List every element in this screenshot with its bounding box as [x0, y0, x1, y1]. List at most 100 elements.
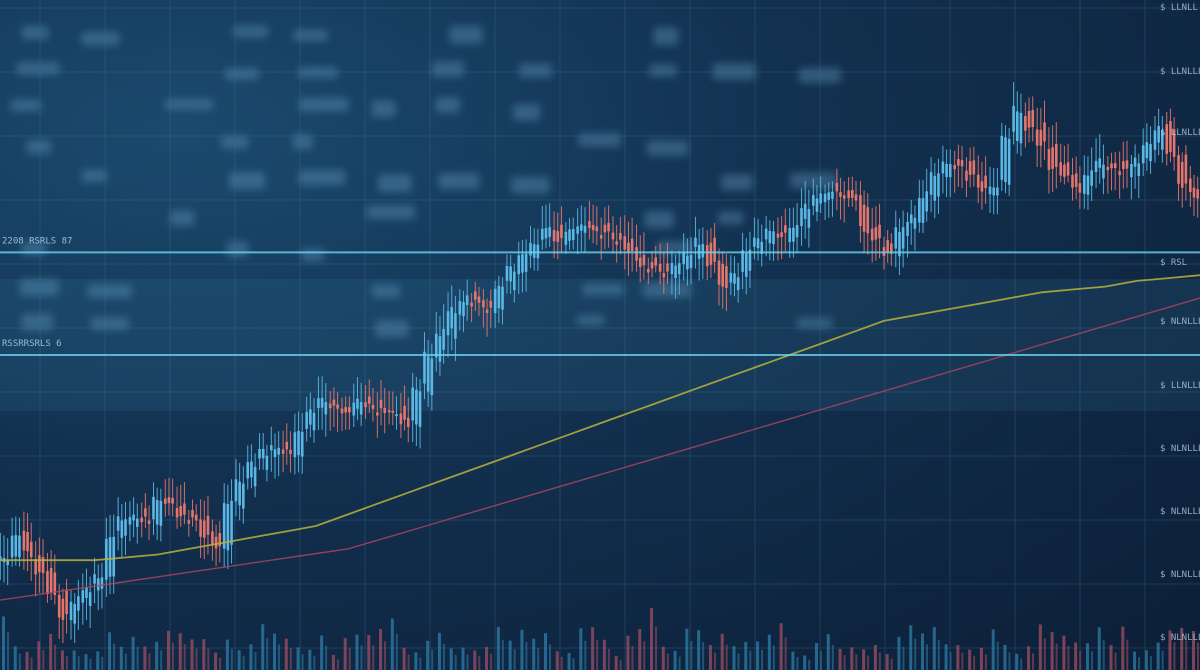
background-blob — [298, 67, 338, 79]
candle-body — [839, 192, 842, 197]
candle-body — [1054, 144, 1058, 167]
candle-body — [1184, 154, 1188, 184]
volume-bar — [419, 657, 422, 670]
candle-body — [332, 399, 336, 406]
candle-body — [81, 590, 85, 603]
candle-body — [206, 515, 210, 535]
candle-body — [505, 266, 509, 281]
volume-bar — [513, 649, 516, 670]
volume-bar — [160, 650, 163, 670]
background-blob — [21, 313, 54, 331]
candle-body — [842, 195, 846, 199]
candle-body — [615, 241, 618, 245]
volume-bar — [555, 651, 559, 670]
candle-body — [540, 228, 544, 240]
volume-bar — [336, 659, 339, 670]
volume-bar — [537, 648, 540, 670]
volume-bar — [266, 637, 269, 670]
candle-body — [183, 503, 186, 515]
price-axis-label: $ RSL — [1160, 258, 1187, 268]
candle-body — [890, 243, 893, 254]
candle-body — [128, 517, 132, 525]
candle-body — [293, 432, 297, 458]
candle-body — [929, 172, 933, 195]
candle-body — [438, 336, 442, 362]
volume-bar — [1074, 642, 1078, 670]
volume-bar — [96, 651, 100, 670]
background-blob — [371, 284, 401, 298]
candle-body — [1074, 173, 1078, 187]
volume-bar — [1192, 630, 1195, 670]
candle-body — [1066, 162, 1070, 176]
background-blob — [582, 283, 624, 296]
volume-bar — [838, 648, 842, 670]
volume-bar — [301, 654, 304, 670]
candle-body — [638, 257, 642, 267]
candle-body — [957, 159, 960, 166]
candle-body — [729, 272, 733, 283]
volume-bar — [360, 645, 363, 670]
volume-bar — [973, 655, 976, 670]
volume-bar — [454, 654, 457, 670]
candle-body — [980, 181, 984, 192]
candle-body — [1110, 163, 1113, 169]
candle-body — [53, 572, 57, 595]
volume-bar — [195, 648, 198, 670]
volume-bar — [1109, 645, 1113, 670]
candle-body — [344, 407, 347, 413]
band-lines: 2208 RSRLS 87 RSSRRSRLS 6 — [0, 236, 1200, 356]
volume-bar — [814, 643, 818, 670]
candle-body — [199, 519, 202, 537]
candle-body — [450, 307, 454, 329]
candle-body — [1106, 166, 1110, 171]
candle-body — [403, 405, 406, 420]
volume-bar — [761, 650, 764, 670]
background-blob — [646, 140, 689, 156]
volume-bar — [572, 658, 575, 670]
volume-bar — [850, 647, 854, 670]
volume-bar — [1149, 656, 1152, 670]
volume-bar — [343, 638, 347, 670]
volume-bar — [996, 641, 999, 670]
candle-body — [226, 504, 230, 551]
candle-body — [866, 207, 870, 234]
candle-body — [1180, 161, 1184, 188]
volume-bar — [18, 653, 21, 670]
candle-body — [564, 231, 568, 245]
candle-body — [418, 391, 422, 427]
candle-body — [650, 262, 654, 269]
candle-body — [324, 402, 328, 415]
candle-body — [1015, 111, 1019, 141]
volume-bar — [784, 637, 787, 670]
volume-bar — [466, 654, 469, 670]
candle-body — [1153, 130, 1157, 150]
background-blob — [438, 172, 480, 190]
volume-bar — [183, 644, 186, 670]
candle-body — [784, 225, 787, 233]
background-blob — [649, 64, 677, 77]
candle-body — [1149, 144, 1152, 162]
volume-bar — [520, 629, 524, 670]
volume-bar — [843, 655, 846, 670]
volume-bar — [395, 633, 398, 670]
candle-body — [93, 574, 96, 584]
volume-bar — [490, 653, 493, 670]
volume-bar — [143, 646, 147, 670]
background-blurred-figures — [10, 25, 841, 338]
candle-body — [77, 596, 80, 611]
candle-body — [984, 175, 987, 189]
volume-bar — [1121, 626, 1125, 670]
candle-body — [925, 191, 928, 212]
background-blob — [378, 174, 412, 193]
candle-body — [446, 311, 450, 336]
volume-bar — [1126, 639, 1129, 670]
candle-body — [415, 389, 418, 425]
candle-body — [509, 266, 512, 282]
candle-body — [1043, 122, 1046, 142]
volume-bar — [171, 642, 174, 670]
candle-body — [465, 295, 469, 306]
volume-bar — [190, 639, 194, 670]
candle-body — [1165, 124, 1169, 154]
candle-body — [1130, 163, 1133, 178]
volume-bar — [1161, 650, 1164, 670]
